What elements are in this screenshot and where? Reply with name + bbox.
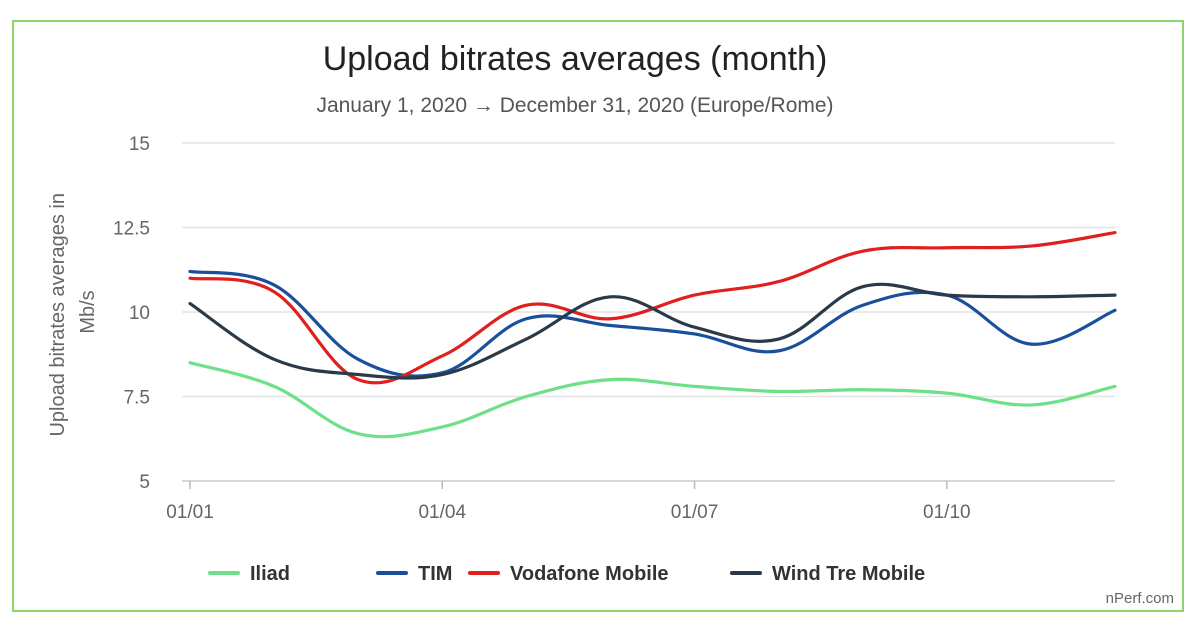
y-tick-label: 7.5 [124, 388, 150, 409]
legend-label-vodafone-mobile: Vodafone Mobile [510, 563, 669, 585]
legend-label-iliad: Iliad [250, 563, 290, 585]
y-axis-ticks: 5 7.5 10 12.5 15 [113, 134, 150, 493]
series-line-tim [188, 269, 1117, 378]
y-tick-label: 12.5 [113, 219, 150, 240]
y-axis-label: Upload bitrates averages in Mb/s [47, 187, 99, 436]
series-lines [188, 230, 1117, 439]
series-line-wind-tre-mobile [188, 282, 1117, 380]
y-tick-label: 5 [139, 472, 150, 493]
x-axis-ticks: 01/01 01/04 01/07 01/10 [166, 480, 1115, 523]
source-credit: nPerf.com [1106, 590, 1174, 607]
series-line-iliad [188, 361, 1117, 439]
x-tick-label: 01/04 [418, 502, 466, 523]
legend: Iliad TIM Vodafone Mobile Wind Tre Mobile [208, 563, 925, 585]
series-line-vodafone-mobile [188, 230, 1117, 385]
x-tick-label: 01/01 [166, 502, 214, 523]
y-axis-label-line-2: Mb/s [77, 290, 99, 333]
y-axis-label-line-1: Upload bitrates averages in [47, 193, 69, 436]
y-tick-label: 10 [129, 303, 150, 324]
chart-title: Upload bitrates averages (month) [323, 40, 828, 78]
y-tick-label: 15 [129, 134, 150, 155]
x-tick-label: 01/10 [923, 502, 971, 523]
legend-label-wind-tre-mobile: Wind Tre Mobile [772, 563, 925, 585]
legend-label-tim: TIM [418, 563, 452, 585]
chart-subtitle: January 1, 2020 → December 31, 2020 (Eur… [316, 94, 833, 117]
x-tick-label: 01/07 [671, 502, 719, 523]
